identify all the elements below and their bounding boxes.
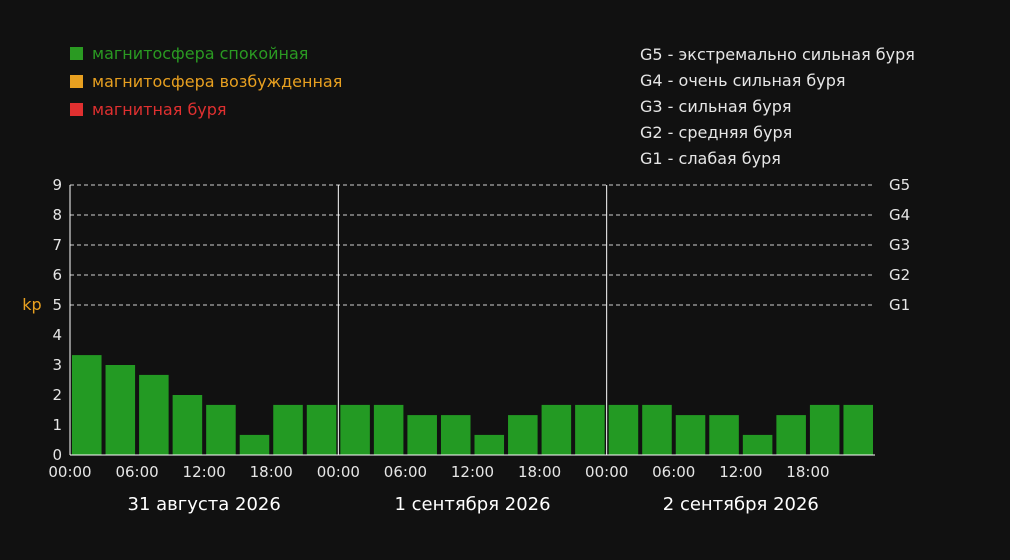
g-label-g3: G3 [889,236,910,254]
legend-label-quiet: магнитосфера спокойная [92,44,309,63]
bar-23 [843,404,873,455]
x-tick-label-3: 18:00 [250,463,293,481]
bar-3 [172,395,203,455]
x-tick-label-0: 00:00 [48,463,91,481]
x-tick-label-2: 12:00 [183,463,226,481]
y-tick-label-2: 2 [52,386,62,404]
y-tick-label-5: 5 [52,296,62,314]
day-dividers [337,185,608,455]
y-tick-label-9: 9 [52,176,62,194]
bar-17 [642,404,672,455]
x-tick-label-4: 00:00 [317,463,360,481]
y-tick-label-1: 1 [52,416,62,434]
bar-15 [575,404,605,455]
bar-10 [407,415,437,455]
storm-scale-g4: G4 - очень сильная буря [640,71,846,90]
storm-scale-g1: G1 - слабая буря [640,149,781,168]
bar-5 [239,434,270,455]
x-tick-label-6: 12:00 [451,463,494,481]
storm-scale: G5 - экстремально сильная буря G4 - очен… [640,42,915,172]
y-tick-label-0: 0 [52,446,62,464]
x-tick-label-11: 18:00 [786,463,829,481]
date-label-2: 2 сентября 2026 [663,494,819,515]
x-tick-label-5: 06:00 [384,463,427,481]
bar-0 [72,355,102,455]
bar-13 [508,415,538,455]
date-label-1: 1 сентября 2026 [394,494,550,515]
grid-lines [70,184,875,306]
date-labels: 31 августа 2026 1 сентября 2026 2 сентября… [128,494,819,515]
bar-20 [742,434,773,455]
x-tick-label-1: 06:00 [115,463,158,481]
x-tick-label-9: 06:00 [652,463,695,481]
legend-label-excited: магнитосфера возбужденная [92,72,343,91]
x-tick-label-10: 12:00 [719,463,762,481]
bar-11 [440,415,471,455]
axes [69,185,875,456]
legend-item-quiet: магнитосфера спокойная [70,44,308,63]
legend-swatch-quiet [70,47,83,60]
legend-item-excited: магнитосфера возбужденная [70,72,342,91]
bar-4 [206,404,236,455]
g-label-g5: G5 [889,176,910,194]
storm-scale-g5: G5 - экстремально сильная буря [640,45,915,64]
y-tick-label-4: 4 [52,326,62,344]
bar-18 [675,415,706,455]
g-label-g1: G1 [889,296,910,314]
bar-8 [340,404,370,455]
y-axis-label: kp [22,295,41,314]
legend-item-storm: магнитная буря [70,100,227,119]
x-tick-label-7: 18:00 [518,463,561,481]
bar-22 [809,404,840,455]
bar-6 [273,404,303,455]
x-ticks: 00:00 06:00 12:00 18:00 00:00 06:00 12:00 18:00… [48,463,829,481]
date-label-0: 31 августа 2026 [128,494,281,515]
y-tick-label-7: 7 [52,236,62,254]
legend-label-storm: магнитная буря [92,100,227,119]
bar-21 [776,415,806,455]
bar-19 [709,415,739,455]
g-scale-labels: G5 G4 G3 G2 G1 [889,176,910,314]
y-tick-label-6: 6 [52,266,62,284]
storm-scale-g3: G3 - сильная буря [640,97,792,116]
bar-2 [139,374,169,455]
legend-swatch-excited [70,75,83,88]
y-tick-label-8: 8 [52,206,62,224]
bar-9 [373,404,404,455]
bars [72,355,873,455]
bar-12 [474,434,505,455]
bar-16 [608,404,639,455]
y-ticks: 0 1 2 3 4 5 6 7 8 9 [52,176,62,464]
x-tick-label-8: 00:00 [585,463,628,481]
y-tick-label-3: 3 [52,356,62,374]
g-label-g4: G4 [889,206,910,224]
bar-7 [306,404,337,455]
bar-1 [105,365,136,455]
bar-14 [541,404,572,455]
storm-scale-g2: G2 - средняя буря [640,123,793,142]
g-label-g2: G2 [889,266,910,284]
legend-swatch-storm [70,103,83,116]
